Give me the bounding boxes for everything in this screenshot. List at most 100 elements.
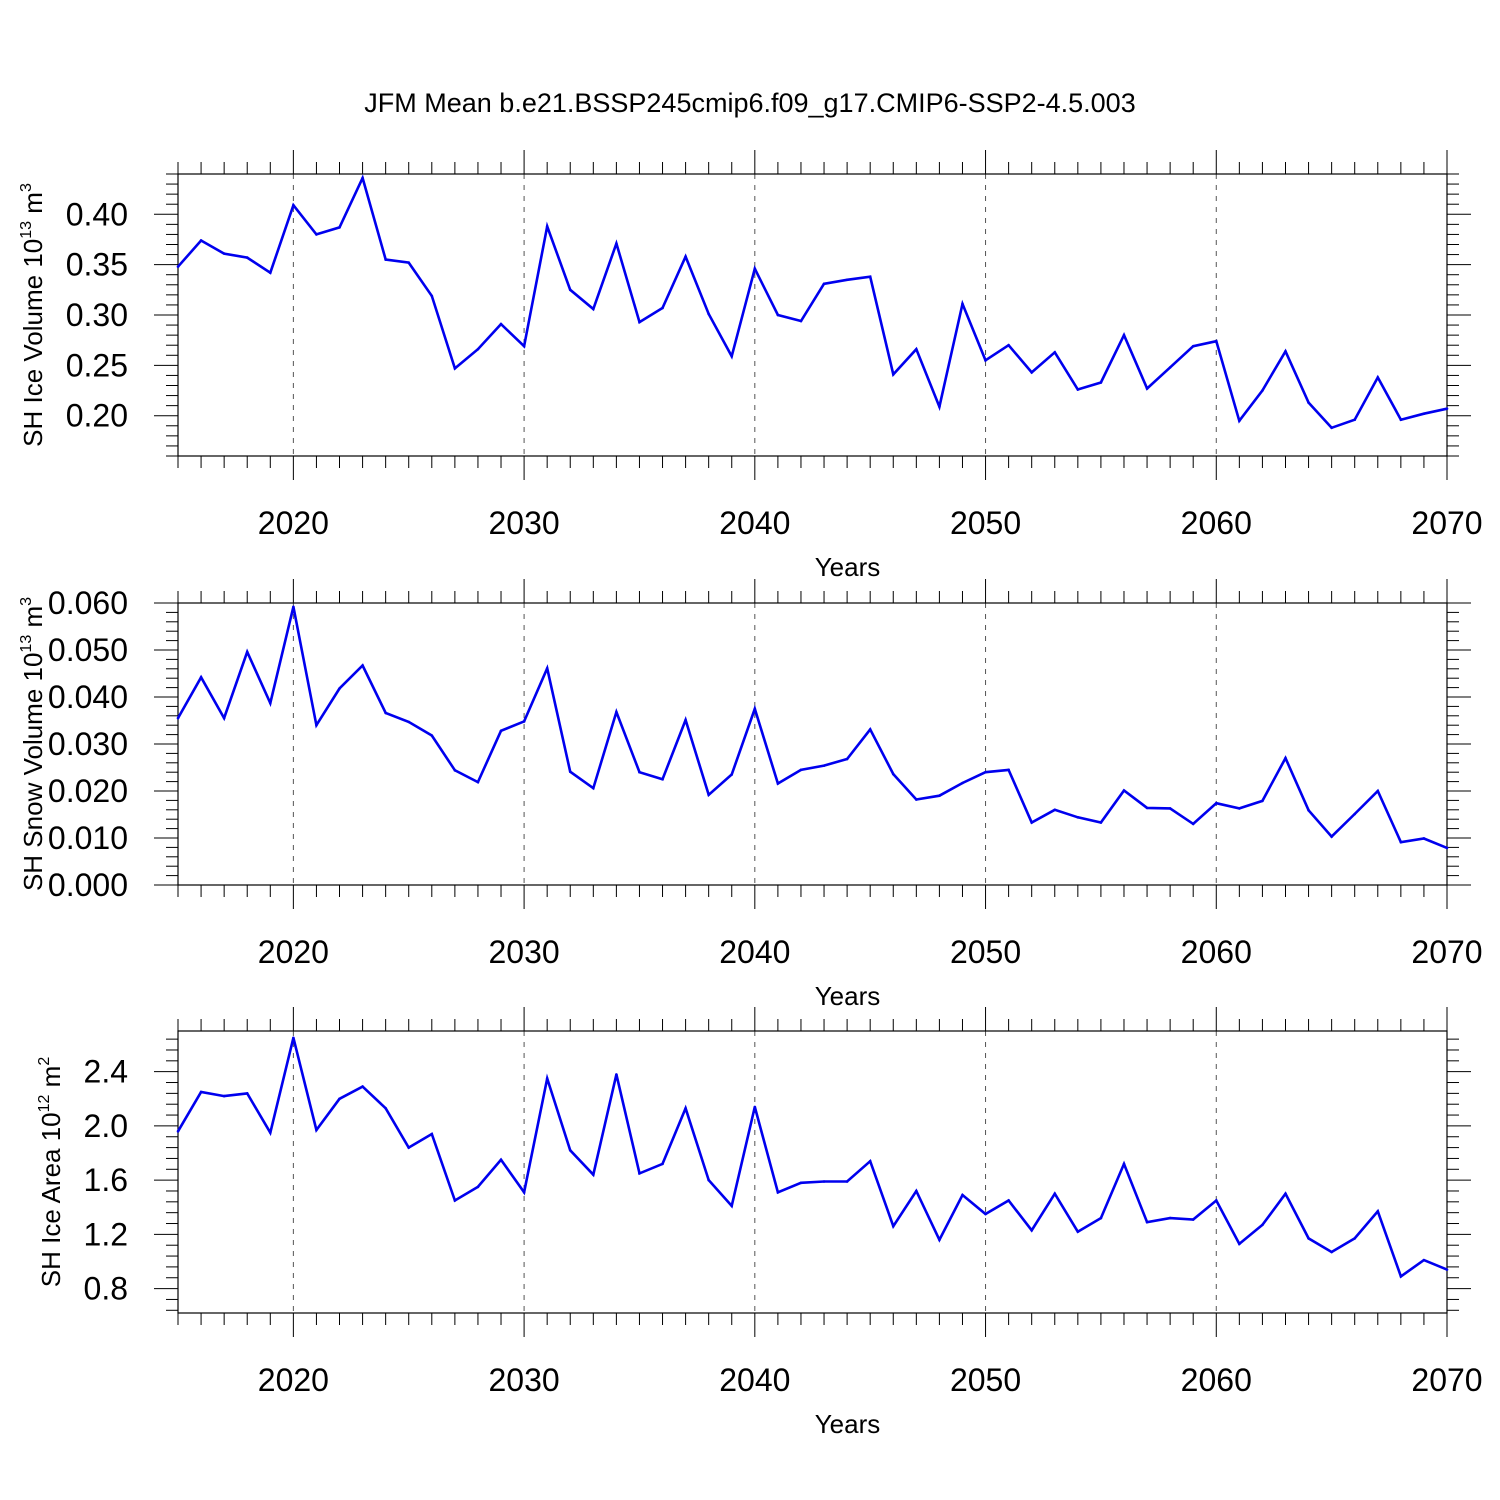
data-point — [1168, 807, 1172, 810]
y-axis-label-exponent: 13 — [18, 221, 35, 239]
data-point — [984, 1212, 987, 1216]
data-point — [522, 1191, 526, 1194]
data-point — [292, 1036, 295, 1040]
y-axis-label-text: SH Ice Area 10 — [36, 1112, 66, 1287]
data-point — [1168, 1216, 1172, 1220]
data-point — [891, 1224, 895, 1228]
data-point — [568, 1149, 572, 1152]
chart-panel-2: 0.000 0.010 0.020 0.030 0.040 0.050 0.060 2020 2… — [18, 579, 1483, 1011]
data-point — [684, 1106, 687, 1110]
x-tick-label: 2060 — [1181, 1362, 1252, 1398]
x-tick-label: 2050 — [950, 934, 1021, 970]
data-point — [499, 322, 503, 326]
data-point — [453, 769, 457, 772]
plot-frame — [177, 602, 1448, 886]
data-point — [1353, 812, 1357, 816]
x-axis-label: Years — [815, 1409, 881, 1439]
y-tick-label: 0.25 — [66, 347, 128, 383]
y-tick-label: 2.4 — [84, 1054, 128, 1090]
data-point — [361, 664, 364, 667]
data-point — [1076, 816, 1080, 819]
data-point — [430, 734, 434, 737]
data-point — [476, 1185, 480, 1189]
data-point — [938, 1238, 941, 1242]
data-point — [1099, 821, 1103, 824]
data-point — [1284, 1192, 1287, 1195]
data-point — [176, 265, 180, 268]
x-tick-label: 2030 — [488, 934, 559, 970]
data-point — [915, 798, 918, 801]
data-point — [1214, 339, 1218, 343]
data-point — [730, 1204, 734, 1208]
y-axis-label: SH Snow Volume 1013 m3 — [18, 597, 48, 891]
data-point — [868, 1159, 872, 1163]
data-point — [730, 354, 734, 358]
data-point — [799, 319, 803, 323]
data-point — [1422, 412, 1426, 416]
y-axis-label-text: SH Snow Volume 10 — [18, 653, 48, 891]
data-point — [545, 225, 549, 228]
data-point — [338, 226, 341, 229]
data-point — [176, 716, 180, 720]
data-point — [1330, 426, 1333, 430]
data-point — [822, 1180, 826, 1183]
data-point — [938, 794, 941, 797]
data-point — [545, 667, 549, 670]
data-point — [407, 720, 411, 724]
data-point — [1030, 371, 1033, 374]
data-point — [845, 757, 849, 761]
data-point — [707, 793, 710, 797]
data-point — [707, 1178, 710, 1182]
data-point — [776, 1191, 780, 1194]
y-tick-label: 1.2 — [84, 1216, 128, 1252]
data-point — [615, 242, 618, 245]
x-tick-label: 2050 — [950, 1362, 1021, 1398]
data-point — [1168, 366, 1172, 369]
data-point — [1376, 1210, 1380, 1213]
data-point — [1376, 376, 1380, 379]
x-tick-label: 2070 — [1411, 934, 1482, 970]
data-point — [1145, 806, 1149, 810]
data-point — [1053, 808, 1057, 812]
data-point — [1284, 349, 1287, 353]
data-point — [822, 764, 826, 767]
data-point — [430, 1132, 434, 1136]
data-point — [822, 282, 826, 286]
data-point — [522, 720, 526, 723]
data-point — [1261, 1223, 1264, 1227]
data-point — [407, 261, 411, 264]
data-point — [384, 711, 387, 715]
data-point — [1399, 1275, 1403, 1278]
data-point — [245, 650, 249, 654]
data-point — [1445, 407, 1449, 410]
data-point — [730, 773, 734, 776]
data-point — [1330, 1250, 1333, 1254]
data-point — [845, 1180, 849, 1183]
data-point — [568, 770, 572, 774]
x-tick-label: 2020 — [258, 934, 329, 970]
data-point — [1076, 388, 1080, 391]
data-point — [292, 605, 295, 609]
data-point — [1238, 807, 1241, 810]
data-point — [1422, 1258, 1426, 1262]
data-point — [1122, 789, 1126, 792]
data-point — [592, 307, 595, 311]
x-tick-label: 2040 — [719, 1362, 790, 1398]
data-point — [915, 347, 918, 351]
data-point — [1330, 835, 1333, 838]
x-tick-label: 2050 — [950, 505, 1021, 541]
data-point — [315, 723, 318, 727]
data-point — [245, 1092, 249, 1095]
data-point — [407, 1146, 411, 1149]
y-tick-label: 0.40 — [66, 196, 128, 232]
data-point — [1122, 1162, 1126, 1166]
data-point — [707, 312, 710, 316]
data-point — [1191, 822, 1195, 826]
data-point — [1007, 343, 1010, 347]
data-point — [1261, 799, 1264, 803]
data-point — [292, 203, 295, 207]
figure-title: JFM Mean b.e21.BSSP245cmip6.f09_g17.CMIP… — [364, 88, 1135, 118]
data-point — [1214, 801, 1218, 805]
y-axis-label-text: m — [36, 1066, 66, 1095]
data-point — [661, 1162, 664, 1166]
